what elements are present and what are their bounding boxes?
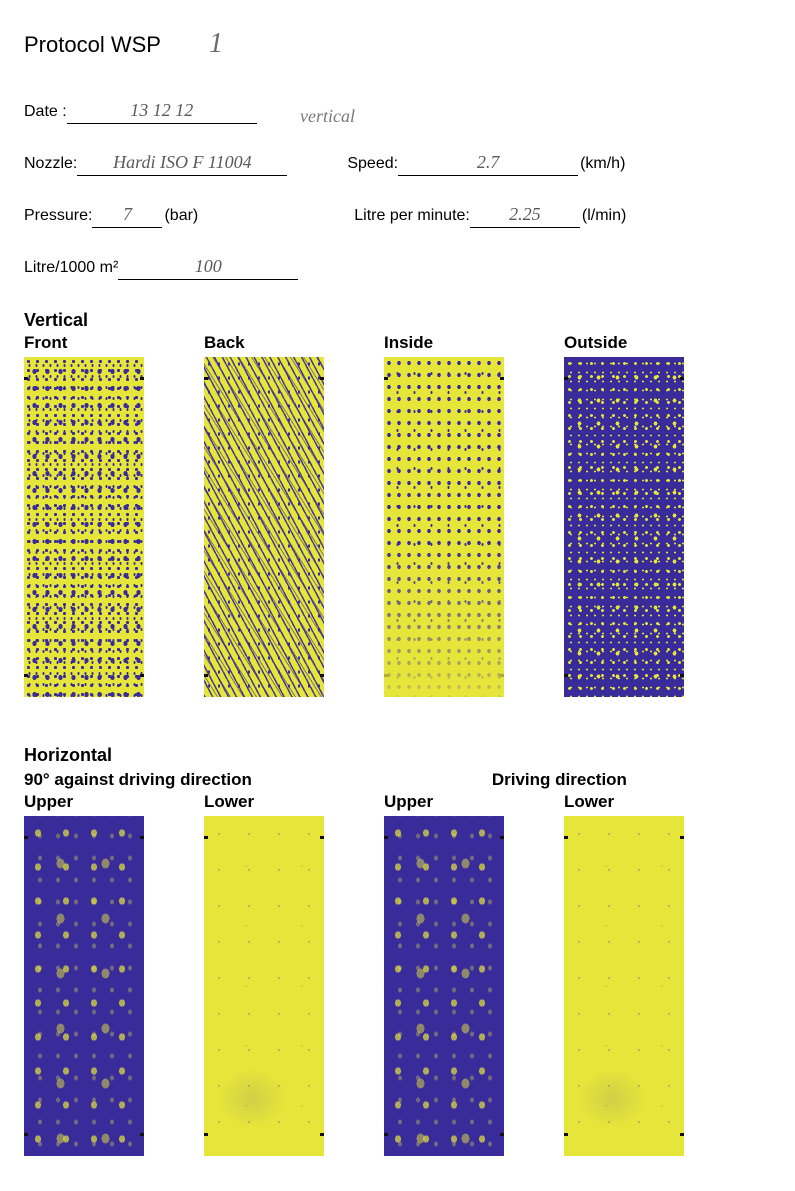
panel-label-lower1: Lower: [204, 792, 324, 812]
vertical-panel-grid: Front Back Inside Outside: [24, 333, 771, 697]
panel-col-inside: Inside: [384, 333, 504, 697]
speed-value: 2.7: [398, 152, 578, 176]
pressure-unit: (bar): [164, 207, 198, 225]
nozzle-label: Nozzle:: [24, 155, 77, 173]
lper1000-label: Litre/1000 m²: [24, 259, 118, 277]
field-speed: Speed: 2.7 (km/h): [347, 152, 625, 176]
date-label: Date :: [24, 103, 67, 121]
field-lpm: Litre per minute: 2.25 (l/min): [354, 204, 626, 228]
horizontal-heading: Horizontal: [24, 745, 771, 766]
field-lper1000: Litre/1000 m² 100: [24, 256, 298, 280]
panel-col-upper2: Upper: [384, 792, 504, 1156]
wsp-panel-back: [204, 357, 324, 697]
field-pressure: Pressure: 7 (bar): [24, 204, 198, 228]
pressure-value: 7: [92, 204, 162, 228]
field-date: Date : 13 12 12: [24, 100, 257, 124]
panel-col-front: Front: [24, 333, 144, 697]
panel-col-outside: Outside: [564, 333, 684, 697]
lpm-label: Litre per minute:: [354, 207, 470, 225]
panel-col-lower1: Lower: [204, 792, 324, 1156]
group-against: 90° against driving direction: [24, 770, 252, 790]
speed-label: Speed:: [347, 155, 398, 173]
date-value: 13 12 12: [67, 100, 257, 124]
horizontal-panel-grid: Upper Lower Upper Lower: [24, 792, 771, 1156]
protocol-number: 1: [209, 28, 223, 60]
lper1000-value: 100: [118, 256, 298, 280]
form-row-pressure-lpm: Pressure: 7 (bar) Litre per minute: 2.25…: [24, 204, 771, 228]
panel-label-upper1: Upper: [24, 792, 144, 812]
lpm-value: 2.25: [470, 204, 580, 228]
speed-unit: (km/h): [580, 155, 625, 173]
horizontal-group-row: 90° against driving direction Driving di…: [24, 770, 771, 790]
group-driving: Driving direction: [492, 770, 627, 790]
vertical-heading: Vertical: [24, 310, 771, 331]
title-row: Protocol WSP 1: [24, 28, 771, 60]
wsp-panel-lower1: [204, 816, 324, 1156]
annotation-vertical: vertical: [300, 106, 355, 127]
panel-label-upper2: Upper: [384, 792, 504, 812]
panel-col-back: Back: [204, 333, 324, 697]
panel-label-back: Back: [204, 333, 324, 353]
form-row-lper1000: Litre/1000 m² 100: [24, 256, 771, 280]
panel-label-front: Front: [24, 333, 144, 353]
pressure-label: Pressure:: [24, 207, 92, 225]
page-title: Protocol WSP: [24, 32, 161, 58]
panel-col-upper1: Upper: [24, 792, 144, 1156]
wsp-panel-lower2: [564, 816, 684, 1156]
wsp-panel-upper2: [384, 816, 504, 1156]
form-block: Date : 13 12 12 Nozzle: Hardi ISO F 1100…: [24, 100, 771, 280]
field-nozzle: Nozzle: Hardi ISO F 11004: [24, 152, 287, 176]
wsp-panel-front: [24, 357, 144, 697]
form-row-nozzle-speed: Nozzle: Hardi ISO F 11004 Speed: 2.7 (km…: [24, 152, 771, 176]
form-row-date: Date : 13 12 12: [24, 100, 771, 124]
wsp-panel-inside: [384, 357, 504, 697]
nozzle-value: Hardi ISO F 11004: [77, 152, 287, 176]
panel-label-lower2: Lower: [564, 792, 684, 812]
panel-label-inside: Inside: [384, 333, 504, 353]
wsp-panel-upper1: [24, 816, 144, 1156]
panel-label-outside: Outside: [564, 333, 684, 353]
panel-col-lower2: Lower: [564, 792, 684, 1156]
wsp-panel-outside: [564, 357, 684, 697]
lpm-unit: (l/min): [582, 207, 626, 225]
